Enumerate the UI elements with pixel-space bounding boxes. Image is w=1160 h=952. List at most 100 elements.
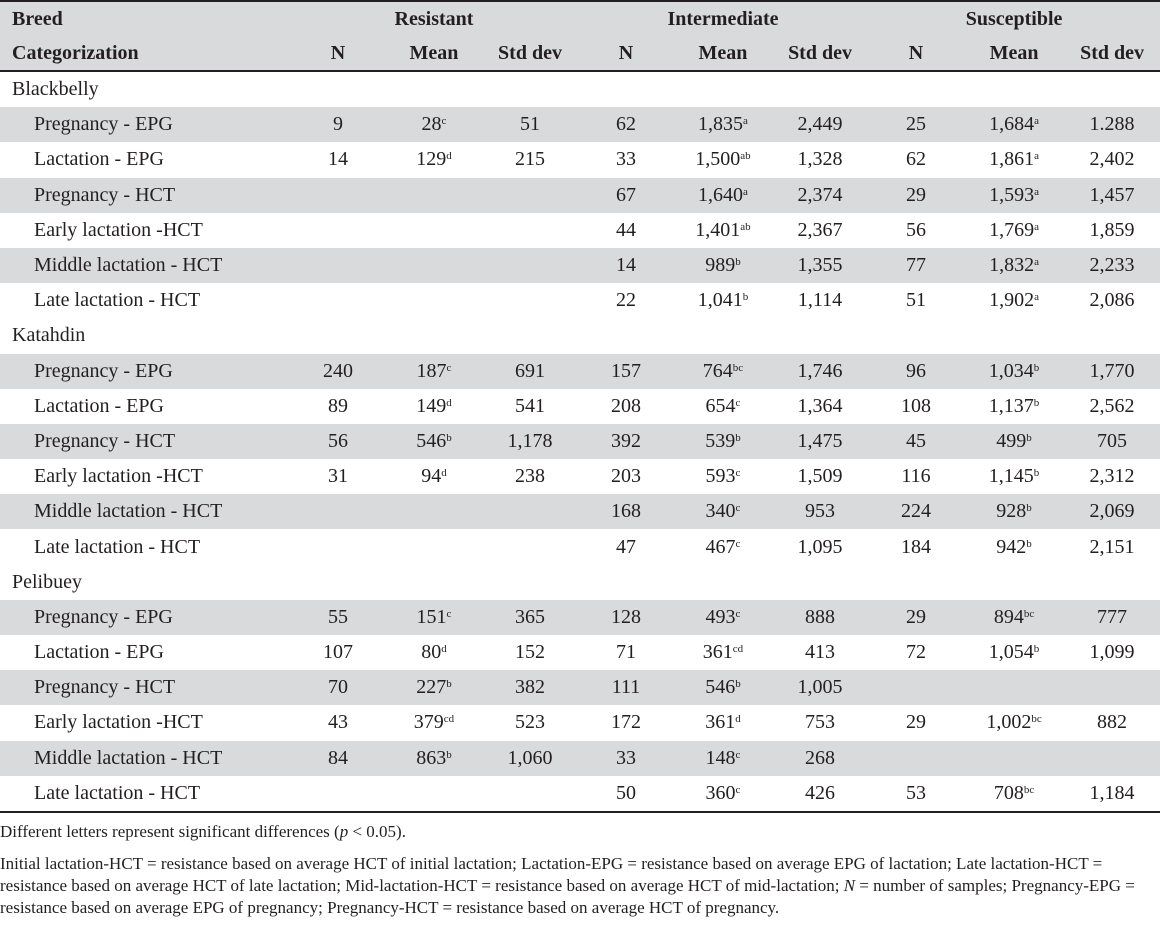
cell-n: 96 <box>906 359 927 382</box>
mean-value: 539 <box>705 429 736 452</box>
cell-n: 31 <box>328 465 348 488</box>
cell-std-dev: 365 <box>515 605 545 628</box>
cell-std-dev: 51 <box>520 113 540 136</box>
col-header-n: N <box>330 42 346 64</box>
cell-mean: 499b <box>964 424 1064 459</box>
significance-letter: cd <box>732 643 744 656</box>
cell-n: 70 <box>328 676 348 699</box>
cell-n: 108 <box>901 394 932 417</box>
table-row: Middle lactation - HCT 14 989b 1,355 77 1,832… <box>0 247 1160 284</box>
cell-mean: 493c <box>674 600 772 635</box>
cell-std-dev: 1,746 <box>797 359 843 382</box>
categorization-header: Categorization <box>12 42 139 64</box>
row-label: Lactation - EPG <box>34 641 164 664</box>
cell-std-dev: 2,233 <box>1089 254 1135 277</box>
mean-value: 1,002 <box>986 711 1032 734</box>
cell-std-dev: 882 <box>1097 711 1128 734</box>
table-row: Lactation - EPG 89 149d 541 208 654c 1,364 108 1… <box>0 388 1160 424</box>
cell-n <box>290 283 386 318</box>
significance-letter: b <box>735 678 741 691</box>
mean-value: 1,041 <box>697 289 743 312</box>
mean-value: 1,861 <box>989 148 1035 171</box>
cell-mean: 1,145b <box>964 459 1064 494</box>
cell-std-dev: 1,364 <box>797 394 843 417</box>
mean-value: 499 <box>996 429 1027 452</box>
table-row: Early lactation -HCT 31 94d 238 203 593c 1,509… <box>0 459 1160 495</box>
cell-mean: 764bc <box>674 354 772 389</box>
cell-n: 392 <box>611 429 641 452</box>
cell-n: 43 <box>328 711 348 734</box>
cell-n: 33 <box>616 148 636 171</box>
cell-n: 240 <box>323 359 353 382</box>
cell-std-dev: 2,312 <box>1089 465 1135 488</box>
row-label: Lactation - EPG <box>34 394 164 417</box>
cell-n: 51 <box>906 289 927 312</box>
cell-mean: 467c <box>674 529 772 564</box>
cell-n: 184 <box>901 535 932 558</box>
mean-value: 493 <box>705 605 736 628</box>
significance-letter: ab <box>740 150 751 163</box>
cell-std-dev: 1,178 <box>507 429 553 452</box>
col-header-std: Std dev <box>498 42 562 64</box>
significance-letter: a <box>743 115 748 128</box>
cell-mean: 1,500ab <box>674 142 772 177</box>
mean-value: 708 <box>993 781 1024 804</box>
cell-n: 128 <box>611 605 641 628</box>
cell-n: 22 <box>616 289 636 312</box>
cell-mean: 148c <box>674 741 772 776</box>
cell-std-dev: 2,402 <box>1089 148 1135 171</box>
cell-n: 14 <box>616 254 636 277</box>
breed-name: Blackbelly <box>0 71 1160 108</box>
significance-letter: a <box>1034 185 1039 198</box>
cell-mean: 546b <box>386 424 482 459</box>
mean-value: 764 <box>702 359 733 382</box>
significance-letter: b <box>735 256 741 269</box>
col-header-mean: Mean <box>698 42 748 64</box>
mean-value: 894 <box>993 605 1024 628</box>
col-header-n: N <box>618 42 634 64</box>
cell-std-dev: 2,562 <box>1089 394 1135 417</box>
cell-mean: 360c <box>674 776 772 812</box>
cell-mean: 593c <box>674 459 772 494</box>
cell-std-dev <box>482 494 578 529</box>
significance-letter: a <box>1034 256 1039 269</box>
cell-std-dev: 2,069 <box>1089 500 1135 523</box>
significance-letter: b <box>446 678 452 691</box>
row-label: Early lactation -HCT <box>34 711 203 734</box>
significance-letter: a <box>1034 220 1039 233</box>
breed-group-row: Blackbelly <box>0 71 1160 108</box>
significance-letter: b <box>1033 396 1040 409</box>
mean-value: 1,835 <box>698 113 744 136</box>
cell-std-dev: 1,099 <box>1089 641 1135 664</box>
mean-value: 1,902 <box>989 289 1035 312</box>
row-label: Early lactation -HCT <box>34 465 203 488</box>
cell-std-dev: 1,457 <box>1089 183 1135 206</box>
cell-mean: 1,002bc <box>964 705 1064 740</box>
significance-letter: b <box>742 291 749 304</box>
mean-value: 187 <box>416 359 447 382</box>
group-header-susceptible: Susceptible <box>965 8 1063 30</box>
significance-letter: c <box>735 537 741 550</box>
significance-letter: a <box>1034 115 1039 128</box>
header-row-groups: Breed Resistant Intermediate Susceptible <box>0 1 1160 37</box>
mean-value: 379 <box>413 711 444 734</box>
footnote-significance: Different letters represent significant … <box>0 821 406 841</box>
row-label: Pregnancy - EPG <box>34 359 173 382</box>
significance-letter: b <box>446 748 452 761</box>
table-row: Middle lactation - HCT 84 863b 1,060 33 148c 2… <box>0 740 1160 776</box>
cell-n: 172 <box>611 711 641 734</box>
cell-n <box>290 776 386 812</box>
cell-mean: 1,832a <box>964 248 1064 283</box>
cell-std-dev: 238 <box>515 465 545 488</box>
significance-letter: d <box>446 396 452 409</box>
significance-letter: c <box>446 361 452 374</box>
cell-std-dev: 2,151 <box>1089 535 1135 558</box>
footnote-abbreviations: Initial lactation-HCT = resistance based… <box>0 853 1135 917</box>
cell-mean <box>386 776 482 812</box>
cell-mean <box>964 670 1064 705</box>
cell-n: 107 <box>323 641 353 664</box>
mean-value: 1,145 <box>988 465 1034 488</box>
cell-mean <box>386 283 482 318</box>
results-table: Breed Resistant Intermediate Susceptible… <box>0 1 1160 812</box>
cell-n: 203 <box>611 465 641 488</box>
